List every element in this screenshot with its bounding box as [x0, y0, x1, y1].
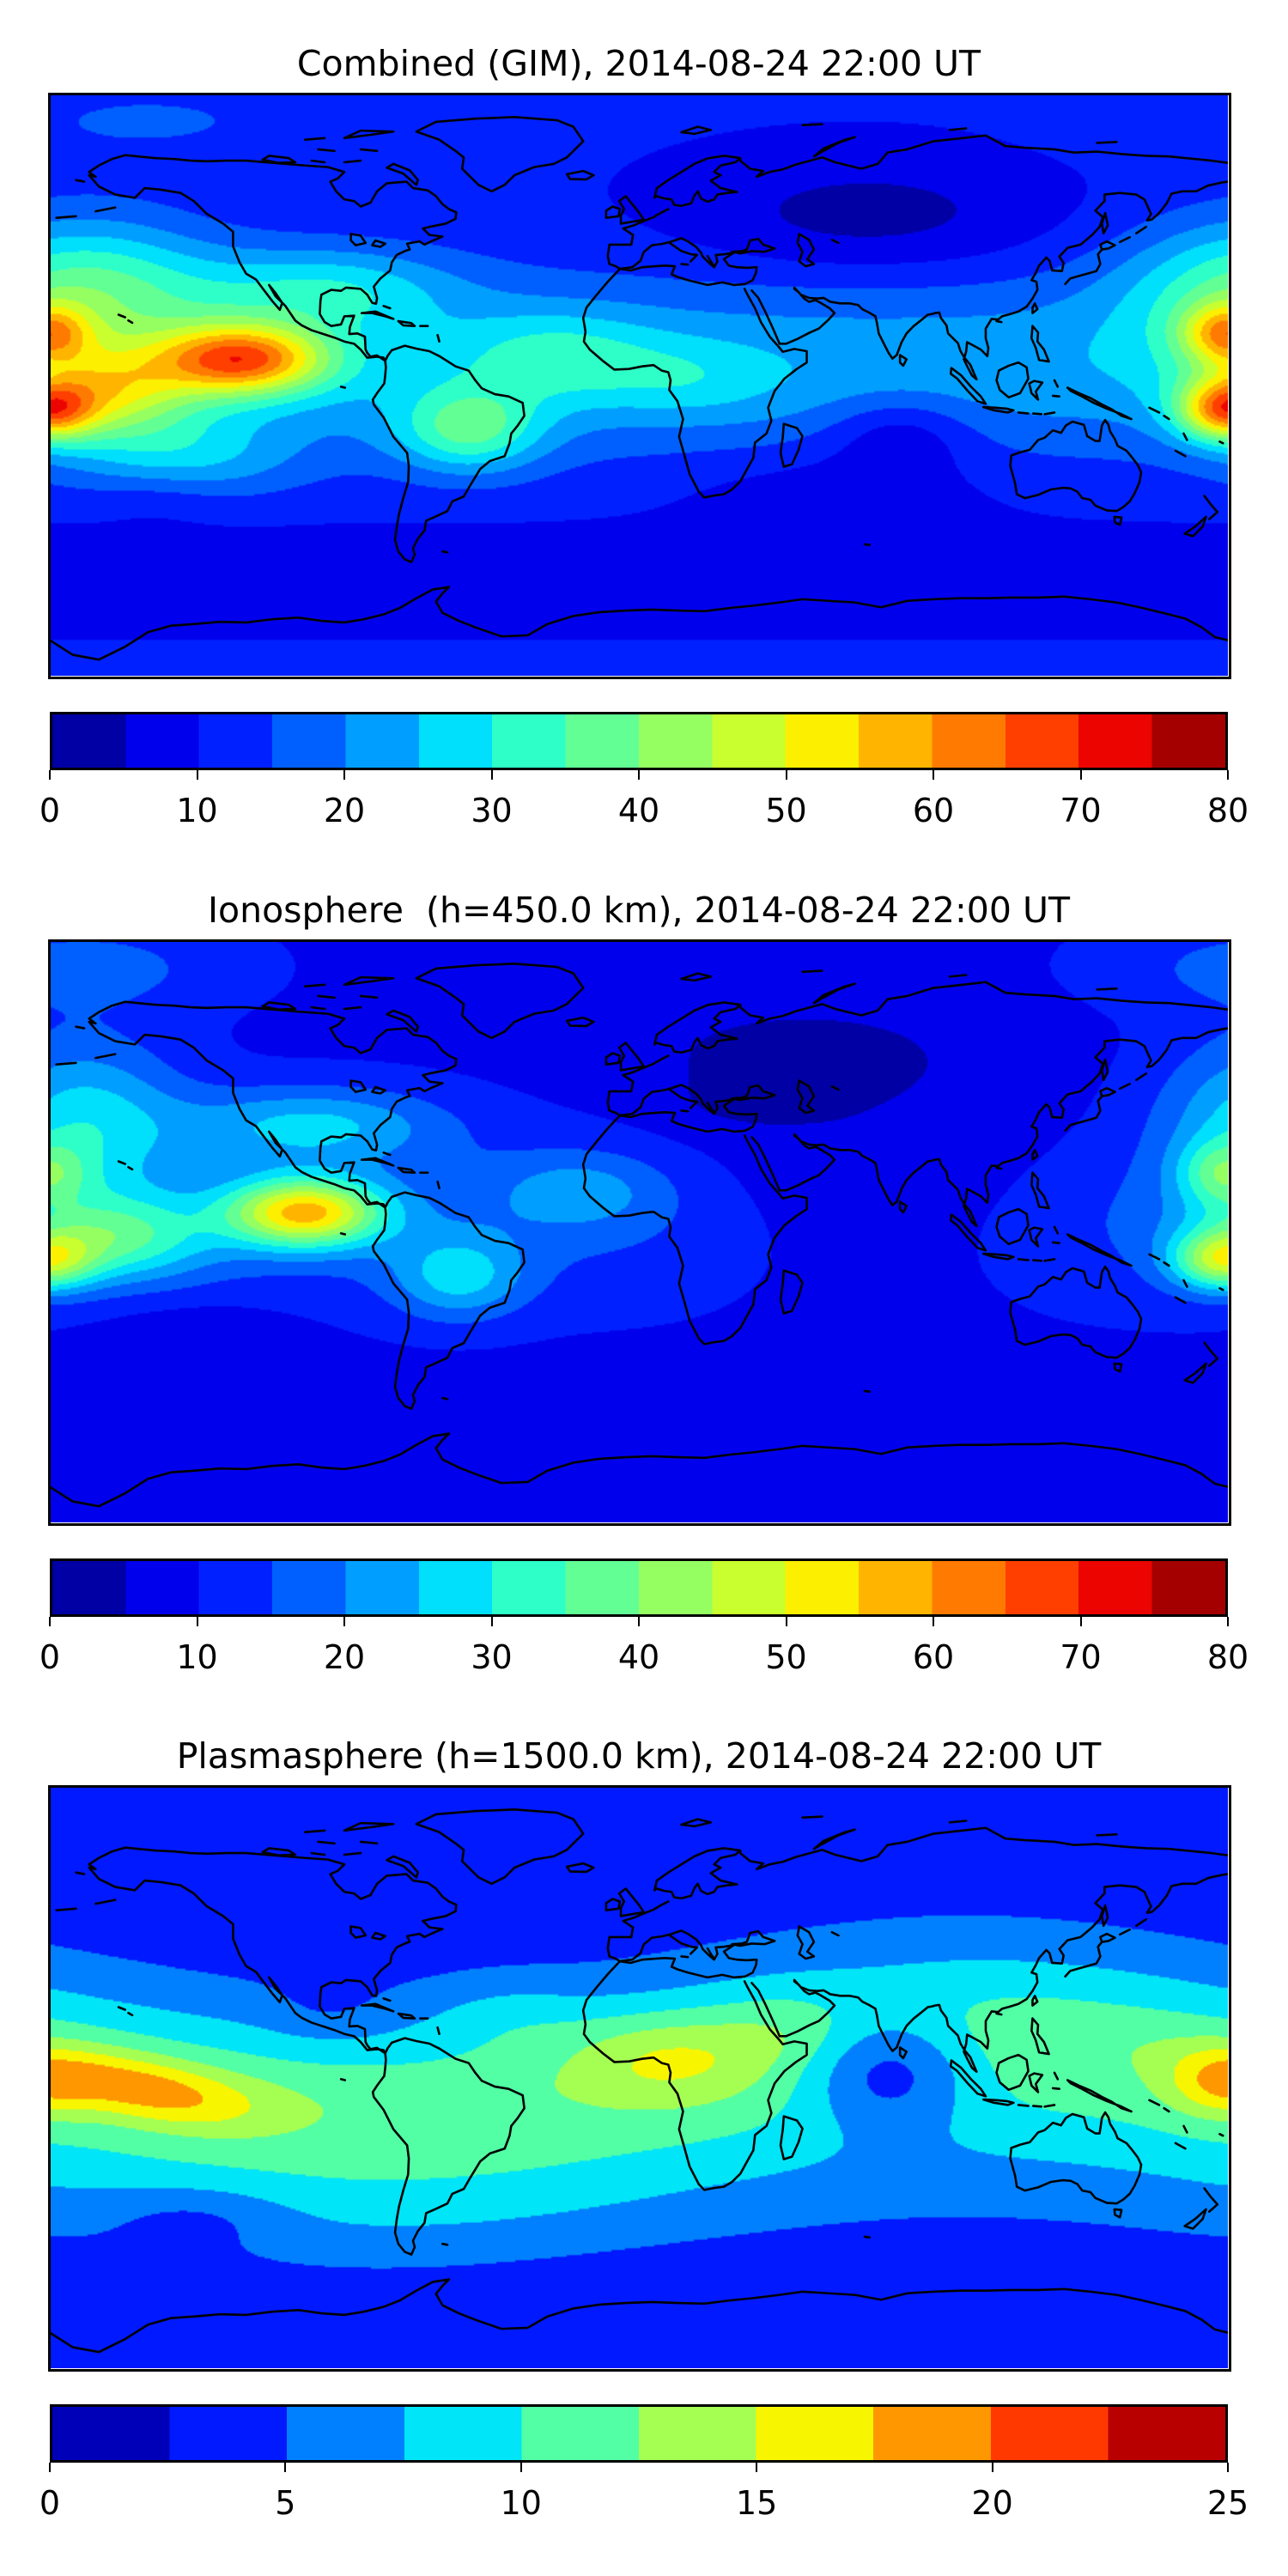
colorbar-tick [1079, 770, 1082, 780]
coastline-path [50, 117, 1228, 659]
colorbar-tick-label: 0 [39, 1638, 61, 1676]
colorbar-tick-label: 25 [1206, 2484, 1249, 2522]
colorbar-tick-label: 20 [971, 2484, 1013, 2522]
colorbar-tick-marks [49, 1617, 1229, 1627]
colorbar-tick [933, 770, 934, 780]
colorbar-tick [196, 770, 198, 780]
colorbar-tick [991, 2463, 993, 2472]
colorbar-tick-label: 80 [1206, 792, 1249, 829]
coastlines-overlay [50, 94, 1228, 676]
contour-field-canvas [50, 1787, 1228, 2368]
colorbar-tick [343, 1617, 345, 1626]
colorbar-tick [49, 1617, 51, 1626]
colorbar [50, 2404, 1228, 2463]
colorbar-tick-label: 15 [736, 2484, 778, 2522]
coastlines-overlay [50, 1787, 1228, 2368]
world-map-ionosphere [48, 939, 1231, 1526]
colorbar-tick [785, 770, 787, 780]
contour-field-canvas [50, 941, 1228, 1522]
colorbar-tick [490, 1617, 493, 1626]
colorbar-tick [638, 1617, 640, 1626]
colorbar-tick-label: 10 [500, 2484, 542, 2522]
colorbar-tick [490, 770, 493, 780]
coastlines-overlay [50, 941, 1228, 1522]
colorbar-tick [1227, 2463, 1229, 2472]
colorbar-tick-label: 20 [323, 792, 366, 829]
world-map-plasmasphere [48, 1785, 1231, 2372]
contour-field-canvas [50, 94, 1228, 676]
colorbar-tick-label: 20 [323, 1638, 366, 1676]
colorbar-tick-label: 40 [617, 792, 660, 829]
colorbar-tick [785, 1617, 787, 1626]
colorbar-tick-labels: 0 10 20 30 40 50 60 70 80 [39, 792, 1249, 835]
colorbar-tick-label: 70 [1060, 1638, 1102, 1676]
colorbar-tick-marks [49, 770, 1229, 781]
colorbar-tick [519, 2463, 522, 2472]
panel-title: Combined (GIM), 2014-08-24 22:00 UT [296, 43, 981, 84]
panel-plasmasphere: Plasmasphere (h=1500.0 km), 2014-08-24 2… [0, 1735, 1288, 2560]
colorbar [50, 1558, 1228, 1617]
colorbar-tick-labels: 0 10 20 30 40 50 60 70 80 [39, 1638, 1249, 1681]
colorbar-tick-marks [49, 2463, 1229, 2473]
colorbar-tick-label: 0 [39, 792, 61, 829]
colorbar-tick-label: 30 [471, 792, 513, 829]
colorbar-tick [196, 1617, 198, 1626]
colorbar-tick-label: 0 [39, 2484, 61, 2522]
coastline-path [50, 1809, 1228, 2352]
colorbar-tick-label: 80 [1206, 1638, 1249, 1676]
colorbar-tick [756, 2463, 758, 2472]
panel-title: Ionosphere (h=450.0 km), 2014-08-24 22:0… [207, 890, 1071, 931]
colorbar-tick-label: 70 [1060, 792, 1102, 829]
colorbar [50, 712, 1228, 770]
colorbar-tick [343, 770, 345, 780]
colorbar-tick [284, 2463, 287, 2472]
world-map-combined [48, 93, 1231, 679]
colorbar-tick [1079, 1617, 1082, 1626]
colorbar-tick-label: 5 [275, 2484, 296, 2522]
colorbar-tick-label: 10 [176, 1638, 218, 1676]
colorbar-tick-label: 40 [617, 1638, 660, 1676]
colorbar-tick [638, 770, 640, 780]
colorbar-tick-label: 60 [912, 792, 955, 829]
colorbar-tick-label: 50 [765, 1638, 807, 1676]
colorbar-tick [933, 1617, 934, 1626]
colorbar-tick [49, 770, 51, 780]
colorbar-tick [1227, 1617, 1229, 1626]
colorbar-tick-label: 50 [765, 792, 807, 829]
colorbar-tick-label: 30 [471, 1638, 513, 1676]
colorbar-tick-labels: 0 5 10 15 20 25 [39, 2484, 1249, 2527]
panel-combined-gim: Combined (GIM), 2014-08-24 22:00 UT 0 10 2… [0, 43, 1288, 867]
colorbar-tick-label: 60 [912, 1638, 955, 1676]
colorbar-tick-label: 10 [176, 792, 218, 829]
panel-ionosphere: Ionosphere (h=450.0 km), 2014-08-24 22:0… [0, 890, 1288, 1714]
coastline-path [50, 963, 1228, 1506]
colorbar-tick [1227, 770, 1229, 780]
panel-title: Plasmasphere (h=1500.0 km), 2014-08-24 2… [176, 1735, 1102, 1777]
colorbar-tick [49, 2463, 51, 2472]
